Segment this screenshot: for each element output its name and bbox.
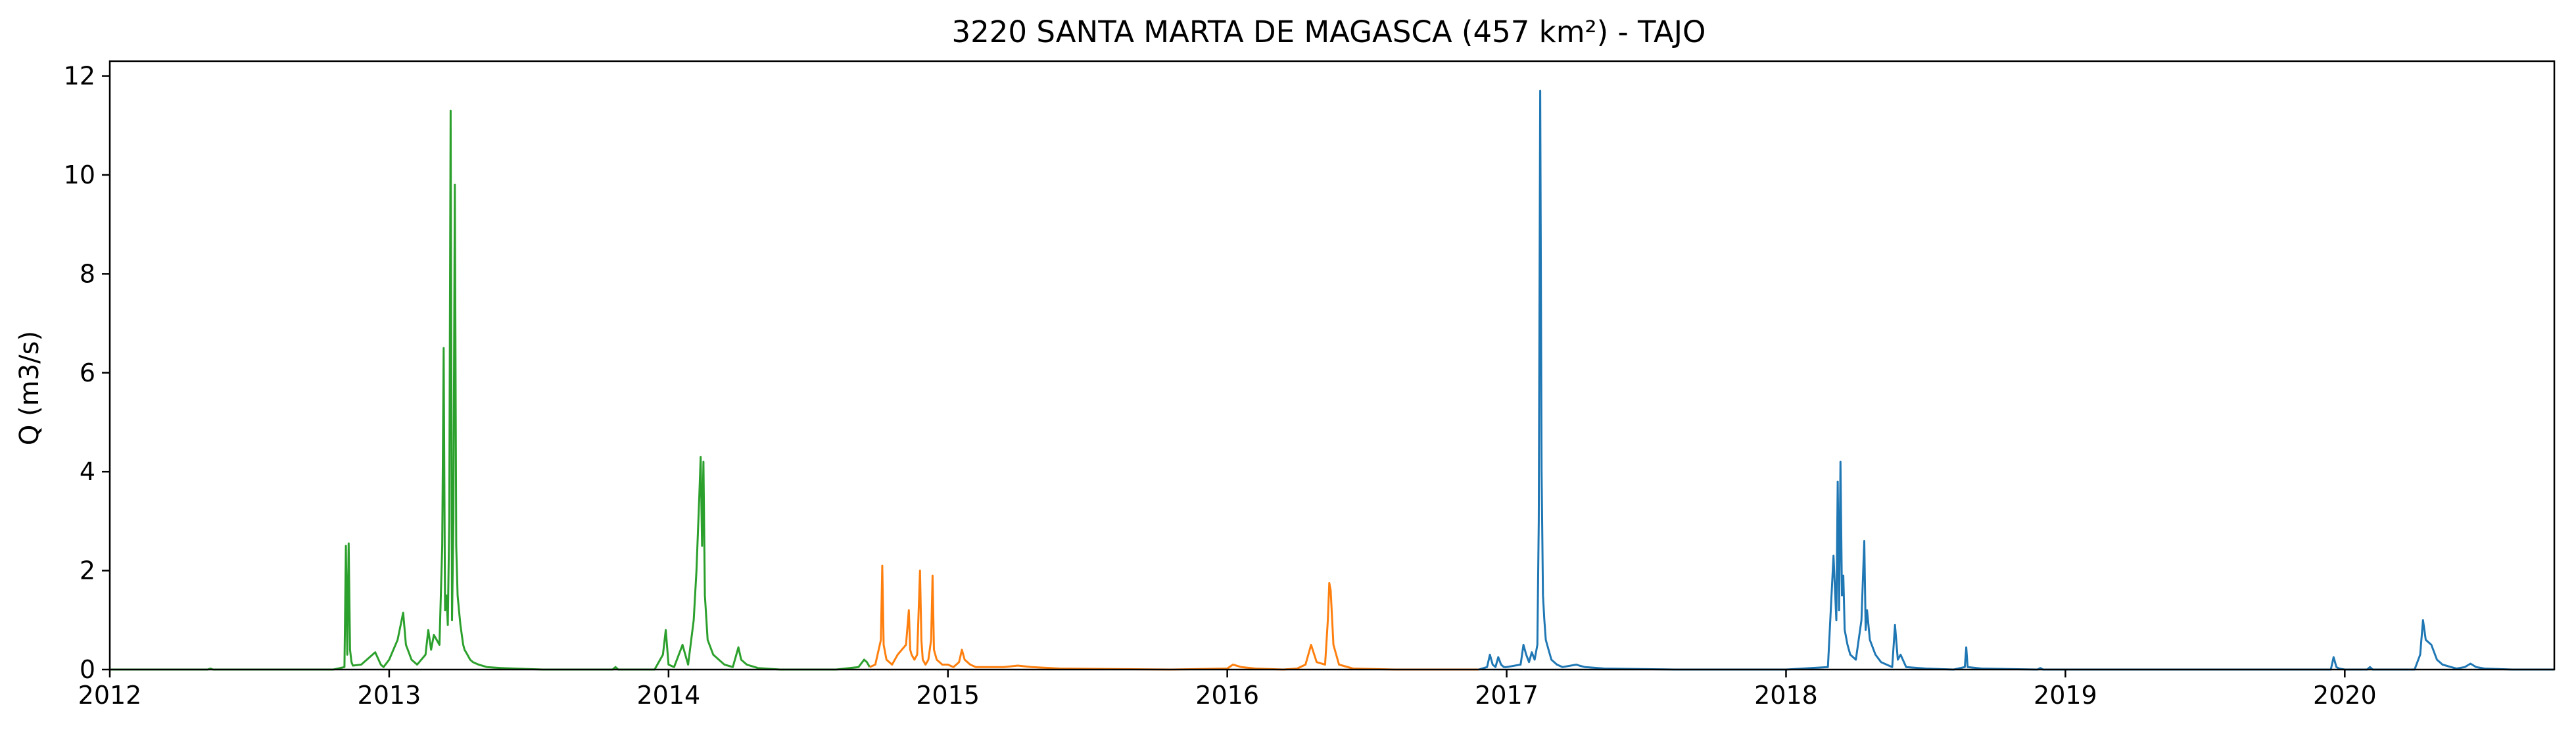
x-tick-label-2012: 2012 (78, 681, 142, 710)
x-tick-label-2016: 2016 (1195, 681, 1259, 710)
series-line-1 (110, 109, 871, 671)
y-tick-label-4: 4 (80, 457, 95, 486)
y-tick-label-0: 0 (80, 655, 95, 684)
y-tick-label-2: 2 (80, 556, 95, 585)
chart-title: 3220 SANTA MARTA DE MAGASCA (457 km²) - … (952, 14, 1706, 49)
plot-frame (108, 60, 2556, 671)
ticks-layer: 2012 2013 2014 2015 2016 2017 2018 2019 2020 0 2 4 6… (64, 62, 2377, 710)
x-tick-label-2014: 2014 (636, 681, 700, 710)
x-tick-label-2018: 2018 (1754, 681, 1818, 710)
y-tick-label-6: 6 (80, 358, 95, 387)
y-tick-label-10: 10 (64, 160, 95, 189)
y-tick-label-8: 8 (80, 259, 95, 288)
x-tick-label-2013: 2013 (358, 681, 421, 710)
x-tick-label-2017: 2017 (1475, 681, 1538, 710)
x-tick-label-2015: 2015 (916, 681, 980, 710)
x-tick-label-2020: 2020 (2313, 681, 2377, 710)
x-tick-label-2019: 2019 (2034, 681, 2097, 710)
y-axis-label: Q (m3/s) (14, 331, 45, 445)
axes-layer (108, 60, 2556, 671)
y-tick-label-12: 12 (64, 62, 95, 91)
series-line-2 (869, 564, 1479, 671)
